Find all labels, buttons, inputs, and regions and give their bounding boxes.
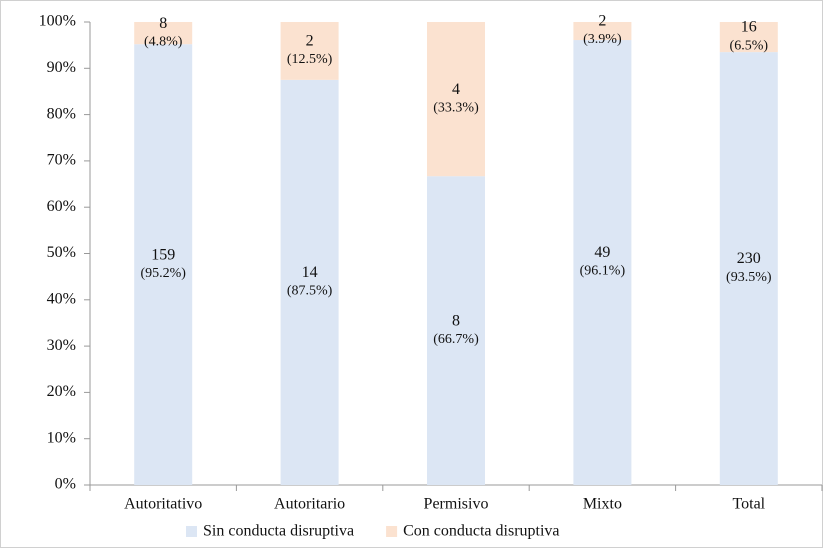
x-tick-label: Total xyxy=(732,496,765,513)
data-label-count: 2 xyxy=(306,33,314,50)
y-tick-label: 0% xyxy=(55,476,76,493)
data-label-count: 4 xyxy=(452,81,460,98)
y-tick-label: 70% xyxy=(47,152,76,169)
data-label-percent: (3.9%) xyxy=(583,32,622,47)
bar-segment xyxy=(427,22,485,177)
bar-segment xyxy=(280,22,339,80)
y-tick-label: 100% xyxy=(39,13,76,30)
bar-segment xyxy=(427,176,485,485)
data-label-count: 16 xyxy=(741,19,757,36)
data-label-percent: (66.7%) xyxy=(433,332,479,347)
data-label-count: 159 xyxy=(151,246,175,263)
legend-label: Con conducta disruptiva xyxy=(403,523,559,540)
bar-segment xyxy=(719,52,778,485)
legend-label: Sin conducta disruptiva xyxy=(203,523,354,540)
x-tick-label: Autoritario xyxy=(274,496,345,513)
data-label-percent: (96.1%) xyxy=(580,264,626,279)
legend-swatch xyxy=(386,526,398,537)
y-tick-label: 10% xyxy=(47,429,76,446)
bar-segment xyxy=(134,44,193,485)
bar-segment xyxy=(280,79,339,485)
x-tick-label: Mixto xyxy=(583,496,622,513)
bar-segment xyxy=(573,22,632,41)
x-tick-label: Permisivo xyxy=(424,496,489,513)
x-tick-label: Autoritativo xyxy=(124,496,202,513)
data-label-count: 230 xyxy=(737,250,761,267)
data-label-percent: (95.2%) xyxy=(140,266,186,281)
y-tick-label: 90% xyxy=(47,59,76,76)
data-label-count: 8 xyxy=(452,312,460,329)
y-tick-label: 60% xyxy=(47,198,76,215)
y-tick-label: 40% xyxy=(47,290,76,307)
data-label-count: 8 xyxy=(159,15,167,32)
data-label-count: 2 xyxy=(598,13,606,30)
data-label-percent: (6.5%) xyxy=(730,38,769,53)
y-tick-label: 30% xyxy=(47,337,76,354)
legend-swatch xyxy=(186,526,197,537)
data-label-percent: (12.5%) xyxy=(287,52,333,67)
data-label-count: 49 xyxy=(594,244,610,261)
y-tick-label: 50% xyxy=(47,244,76,261)
data-label-percent: (4.8%) xyxy=(144,34,183,49)
bar-segment xyxy=(134,22,193,45)
data-label-percent: (33.3%) xyxy=(433,100,479,115)
y-tick-label: 80% xyxy=(47,105,76,122)
bar-segment xyxy=(719,22,778,53)
data-label-percent: (93.5%) xyxy=(726,270,772,285)
data-label-count: 14 xyxy=(302,264,318,281)
y-tick-label: 20% xyxy=(47,383,76,400)
data-label-percent: (87.5%) xyxy=(287,284,333,299)
bar-segment xyxy=(573,40,632,485)
